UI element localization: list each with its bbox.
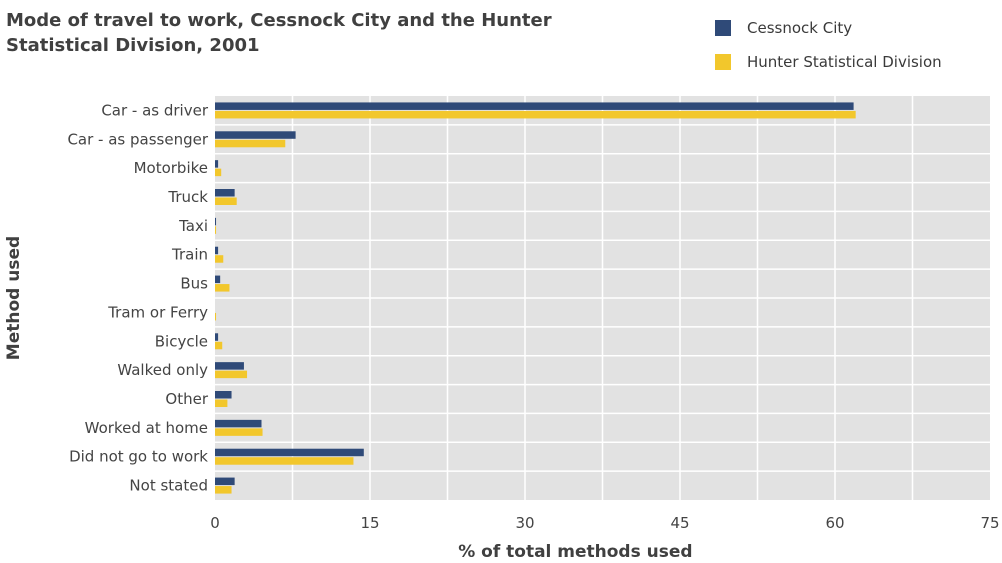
legend-swatch-hunter (715, 54, 731, 70)
bar-hunter (215, 399, 228, 407)
legend-swatch-cessnock (715, 20, 731, 36)
bar-cessnock (215, 333, 219, 341)
bar-cessnock (215, 391, 232, 399)
bar-hunter (215, 457, 354, 465)
x-axis-title: % of total methods used (458, 542, 692, 562)
category-label: Did not go to work (69, 448, 208, 466)
category-label: Bus (180, 275, 208, 293)
bar-hunter (215, 110, 856, 119)
bar-hunter (215, 168, 222, 177)
bar-cessnock (215, 246, 219, 255)
bar-hunter (215, 197, 237, 205)
legend-label-cessnock: Cessnock City (747, 19, 853, 37)
bar-cessnock (215, 160, 219, 168)
chart-title: Mode of travel to work, Cessnock City an… (6, 10, 552, 56)
bar-cessnock (215, 275, 221, 284)
bar-hunter (215, 341, 223, 350)
legend: Cessnock City Hunter Statistical Divisio… (715, 14, 942, 82)
bar-hunter (215, 486, 232, 494)
legend-item-cessnock: Cessnock City (715, 14, 942, 42)
category-label: Walked only (117, 361, 208, 379)
y-axis-title: Method used (4, 236, 24, 360)
x-tick-label: 45 (670, 514, 689, 532)
bar-cessnock (215, 362, 244, 370)
x-tick-label: 0 (210, 514, 220, 532)
category-label: Bicycle (155, 332, 208, 350)
bar-cessnock (215, 102, 854, 110)
x-tick-label: 15 (360, 514, 379, 532)
x-tick-label: 75 (980, 514, 999, 532)
category-label: Other (165, 390, 208, 408)
x-tick-label: 60 (825, 514, 844, 532)
category-label: Motorbike (134, 159, 208, 177)
category-label: Not stated (129, 477, 208, 495)
bar-hunter (215, 255, 224, 263)
bar-cessnock (215, 189, 235, 197)
category-label: Tram or Ferry (107, 303, 208, 321)
legend-label-hunter: Hunter Statistical Division (747, 53, 942, 71)
bar-hunter (215, 284, 230, 292)
bar-hunter (215, 226, 217, 234)
bar-hunter (215, 370, 248, 379)
bar-cessnock (215, 448, 364, 457)
category-label: Worked at home (85, 419, 208, 437)
bar-hunter (215, 139, 286, 148)
bar-hunter (215, 312, 217, 321)
bar-cessnock (215, 131, 296, 139)
bar-cessnock (215, 419, 262, 428)
category-label: Train (171, 246, 208, 264)
legend-item-hunter: Hunter Statistical Division (715, 48, 942, 76)
category-label: Truck (167, 188, 208, 206)
category-label: Taxi (178, 217, 208, 235)
category-label: Car - as driver (101, 101, 209, 119)
bar-hunter (215, 428, 263, 436)
x-tick-label: 30 (515, 514, 534, 532)
category-label: Car - as passenger (67, 130, 208, 148)
bar-cessnock (215, 217, 217, 226)
bar-cessnock (215, 477, 235, 486)
